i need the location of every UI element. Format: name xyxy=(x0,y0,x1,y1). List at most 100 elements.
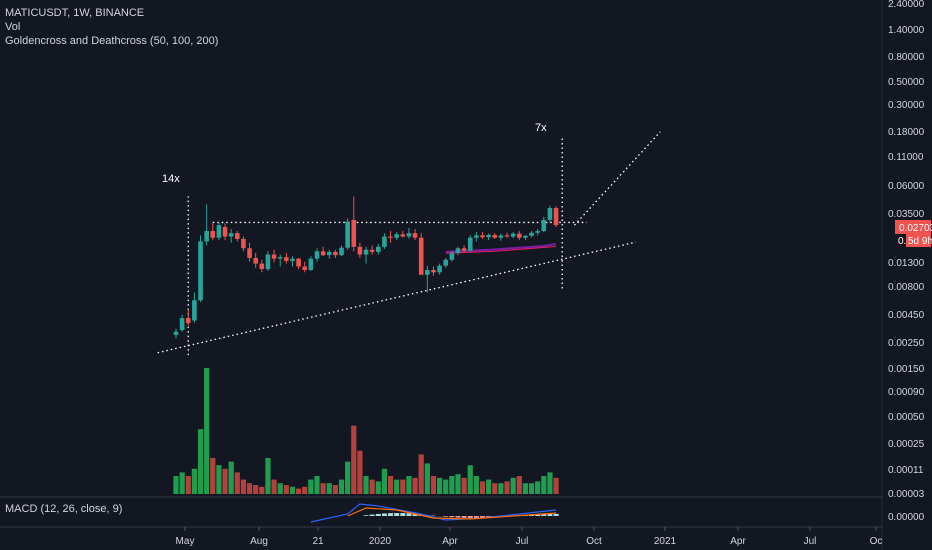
volume-bars[interactable] xyxy=(173,368,559,494)
candle-body xyxy=(241,238,246,249)
macd-histogram-bar xyxy=(553,513,559,516)
volume-bar xyxy=(541,476,547,494)
volume-bar xyxy=(197,429,204,494)
volume-bar xyxy=(332,485,338,494)
volume-bar xyxy=(516,476,522,494)
volume-bar xyxy=(308,479,314,494)
volume-bar xyxy=(504,481,510,494)
time-tick-label: Oct xyxy=(586,536,602,547)
ma-line-2 xyxy=(445,246,557,254)
candle-body xyxy=(480,235,485,238)
macd-histogram-bar xyxy=(406,513,412,516)
volume-bar xyxy=(486,479,492,494)
candle-body xyxy=(437,265,442,273)
price-badge-value: 0.02703 xyxy=(899,223,932,234)
volume-bar xyxy=(338,479,345,494)
candle-body xyxy=(314,251,320,259)
candle-body xyxy=(308,258,314,271)
time-tick-label: Aug xyxy=(250,536,268,547)
volume-bar xyxy=(424,463,430,494)
volume-bar xyxy=(449,476,455,494)
time-tick-label: Apr xyxy=(730,536,746,547)
annotation-7x[interactable]: 7x xyxy=(535,122,547,134)
macd-histogram-bar xyxy=(412,513,418,516)
candle-body xyxy=(357,246,363,255)
candle-body xyxy=(198,241,203,301)
volume-bar xyxy=(314,476,320,494)
candle-body xyxy=(547,208,553,220)
price-tick-label: 0.11000 xyxy=(888,152,924,163)
volume-bar xyxy=(553,477,559,494)
candle-body xyxy=(529,232,534,236)
candle-body xyxy=(339,247,344,256)
volume-bar xyxy=(173,476,179,494)
candle-body xyxy=(455,248,461,253)
volume-bar xyxy=(498,483,504,494)
volume-bar xyxy=(467,465,473,494)
candle-body xyxy=(265,254,271,270)
volume-bar xyxy=(412,477,418,494)
candle-body xyxy=(418,237,424,275)
candle-body xyxy=(443,259,449,266)
time-tick-label: Jul xyxy=(804,536,817,547)
candle-body xyxy=(351,219,357,247)
candle-body xyxy=(388,236,393,238)
volume-bar xyxy=(326,483,332,494)
candle-body xyxy=(192,300,197,321)
candle-body xyxy=(296,258,301,267)
candle-body xyxy=(271,254,277,259)
candle-body xyxy=(253,257,258,264)
volume-bar xyxy=(363,476,369,494)
price-tick-label: 0.00003 xyxy=(888,489,925,500)
signal-line xyxy=(347,507,557,520)
trend-lines[interactable] xyxy=(157,131,661,356)
candle-body xyxy=(400,234,406,237)
volume-bar xyxy=(473,476,479,494)
candle-body xyxy=(345,221,350,248)
annotation-14x[interactable]: 14x xyxy=(162,173,180,185)
volume-bar xyxy=(492,483,498,494)
candle-body xyxy=(222,227,228,237)
candle-body xyxy=(179,318,185,331)
macd-histogram-bar xyxy=(455,516,461,518)
price-tick-label: 0.00250 xyxy=(888,338,925,349)
volume-bar xyxy=(369,479,375,494)
candle-body xyxy=(204,231,209,242)
volume-bar xyxy=(443,479,449,494)
macd-histogram-bar xyxy=(449,516,455,518)
macd-pane[interactable] xyxy=(310,503,559,523)
candle-body xyxy=(210,231,216,238)
candle-body xyxy=(259,263,265,270)
candle-body xyxy=(216,225,222,238)
candle-body xyxy=(375,246,381,252)
countdown-value: 5d 9h xyxy=(908,236,932,247)
candle-body xyxy=(553,208,559,226)
candle-body xyxy=(284,257,289,261)
price-tick-label: 0.01300 xyxy=(888,258,925,269)
candles[interactable] xyxy=(173,196,559,339)
symbol-legend[interactable]: MATICUSDT, 1W, BINANCE xyxy=(5,7,144,19)
candle-body xyxy=(504,235,510,237)
goldencross-legend[interactable]: Goldencross and Deathcross (50, 100, 200… xyxy=(5,35,218,47)
candle-body xyxy=(382,236,387,247)
candle-body xyxy=(431,270,436,273)
volume-bar xyxy=(418,454,424,494)
vol-legend[interactable]: Vol xyxy=(5,21,20,33)
time-tick-label: Apr xyxy=(442,536,458,547)
dotted-support xyxy=(157,241,636,354)
volume-bar xyxy=(400,479,406,494)
candle-body xyxy=(510,233,516,237)
volume-bar xyxy=(234,472,240,494)
volume-bar xyxy=(259,486,265,494)
price-tick-label: 0.00011 xyxy=(888,465,924,476)
macd-histogram-bar xyxy=(461,516,467,518)
volume-bar xyxy=(204,368,210,494)
price-tick-label: 0.18000 xyxy=(888,127,925,138)
volume-bar xyxy=(277,483,283,494)
macd-legend[interactable]: MACD (12, 26, close, 9) xyxy=(5,503,122,515)
volume-bar xyxy=(185,476,191,494)
macd-line xyxy=(310,503,557,523)
volume-bar xyxy=(265,458,271,494)
